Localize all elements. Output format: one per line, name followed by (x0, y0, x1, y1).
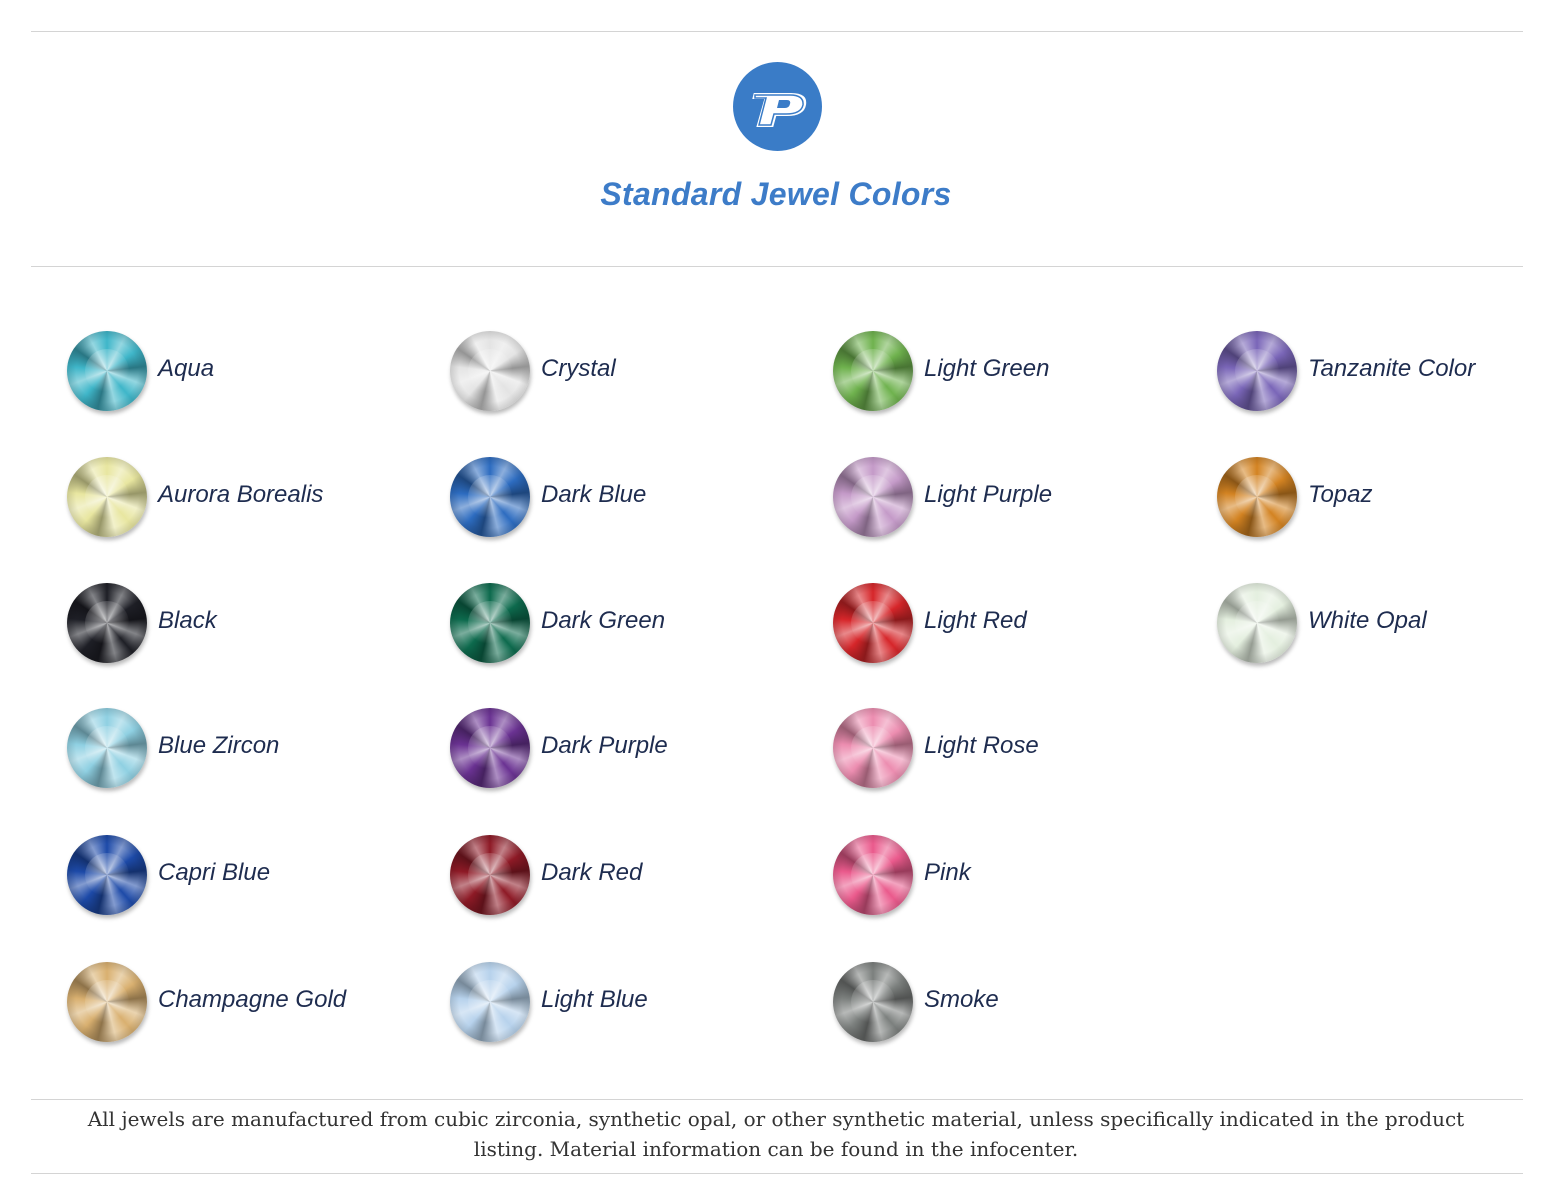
jewel-item: Light Red (833, 583, 1193, 673)
jewel-label: Smoke (924, 986, 999, 1013)
jewel-swatch (833, 583, 913, 663)
jewel-label: Dark Green (541, 607, 666, 634)
jewel-item: White Opal (1217, 583, 1552, 673)
jewel-swatch (450, 331, 530, 411)
jewel-label: Topaz (1308, 481, 1373, 508)
jewel-label: Black (158, 607, 217, 634)
jewel-label: Dark Red (541, 859, 643, 886)
jewel-swatch (1217, 583, 1297, 663)
jewel-label: Light Red (924, 607, 1027, 634)
jewel-label: Pink (924, 859, 971, 886)
jewel-swatch (450, 457, 530, 537)
jewel-item: Light Blue (450, 962, 810, 1052)
jewel-swatch (67, 583, 147, 663)
jewel-label: White Opal (1308, 607, 1427, 634)
jewel-swatch (450, 835, 530, 915)
jewel-label: Light Purple (924, 481, 1053, 508)
jewel-swatch (67, 835, 147, 915)
jewel-item: Black (67, 583, 427, 673)
header-divider (31, 266, 1523, 267)
jewel-swatch (67, 457, 147, 537)
jewel-label: Dark Purple (541, 732, 668, 759)
jewel-swatch (67, 708, 147, 788)
jewel-label: Aurora Borealis (158, 481, 324, 508)
footer-bottom-divider (31, 1173, 1523, 1174)
jewel-item: Crystal (450, 331, 810, 421)
jewel-item: Tanzanite Color (1217, 331, 1552, 421)
jewel-swatch (450, 708, 530, 788)
jewel-swatch (833, 331, 913, 411)
jewel-swatch (833, 457, 913, 537)
jewel-label: Blue Zircon (158, 732, 280, 759)
jewel-item: Capri Blue (67, 835, 427, 925)
jewel-swatch (833, 708, 913, 788)
jewel-label: Aqua (158, 355, 215, 382)
jewel-label: Crystal (541, 355, 616, 382)
jewel-label: Light Green (924, 355, 1050, 382)
p-logo-icon (749, 91, 809, 129)
jewel-swatch (833, 962, 913, 1042)
jewel-item: Dark Purple (450, 708, 810, 798)
jewel-label: Dark Blue (541, 481, 647, 508)
jewel-item: Dark Green (450, 583, 810, 673)
jewel-item: Dark Blue (450, 457, 810, 547)
jewel-swatch (450, 583, 530, 663)
jewel-item: Smoke (833, 962, 1193, 1052)
jewel-swatch (833, 835, 913, 915)
jewel-item: Champagne Gold (67, 962, 427, 1052)
jewel-item: Aurora Borealis (67, 457, 427, 547)
jewel-label: Light Blue (541, 986, 648, 1013)
jewel-swatch (450, 962, 530, 1042)
footer-top-divider (31, 1099, 1523, 1100)
jewel-item: Light Green (833, 331, 1193, 421)
jewel-swatch (67, 331, 147, 411)
jewel-item: Topaz (1217, 457, 1552, 547)
jewel-item: Light Rose (833, 708, 1193, 798)
jewel-swatch (1217, 331, 1297, 411)
jewel-item: Pink (833, 835, 1193, 925)
jewel-label: Capri Blue (158, 859, 271, 886)
jewel-item: Dark Red (450, 835, 810, 925)
footer-note: All jewels are manufactured from cubic z… (87, 1107, 1465, 1161)
jewel-swatch (67, 962, 147, 1042)
jewel-item: Aqua (67, 331, 427, 421)
jewel-label: Light Rose (924, 732, 1039, 759)
jewel-swatch (1217, 457, 1297, 537)
page-title: Standard Jewel Colors (600, 176, 952, 212)
brand-logo (733, 62, 822, 151)
jewel-item: Light Purple (833, 457, 1193, 547)
jewel-label: Tanzanite Color (1308, 355, 1476, 382)
jewel-label: Champagne Gold (158, 986, 347, 1013)
jewel-item: Blue Zircon (67, 708, 427, 798)
top-divider (31, 31, 1523, 32)
